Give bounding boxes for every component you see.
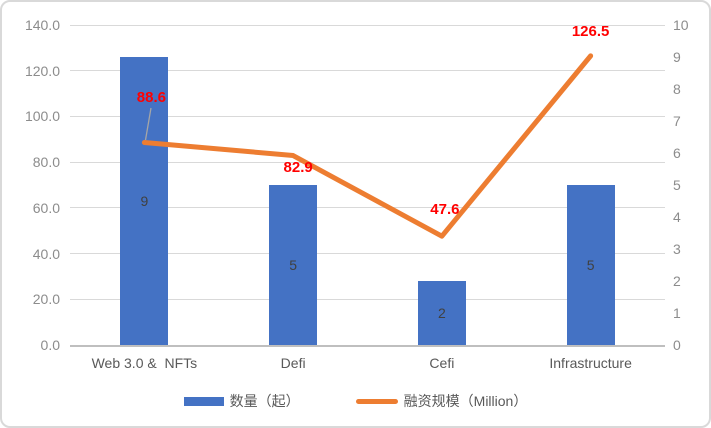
legend: 数量（起） 融资规模（Million）: [2, 389, 709, 413]
category-label: Cefi: [429, 355, 455, 371]
line-data-label: 47.6: [430, 201, 460, 219]
gridline: [70, 24, 665, 26]
bar-data-label: 2: [437, 305, 446, 321]
right-axis-tick-label: 6: [673, 145, 681, 161]
legend-item-funding: 融资规模（Million）: [355, 391, 528, 411]
gridline: [70, 253, 665, 255]
bar-data-label: 5: [586, 257, 595, 273]
right-axis-tick-label: 0: [673, 337, 681, 353]
line-data-label: 126.5: [571, 22, 610, 40]
right-axis-tick-label: 2: [673, 273, 681, 289]
left-axis-tick-label: 80.0: [32, 154, 60, 171]
left-axis-tick-label: 140.0: [24, 17, 60, 33]
line-data-label: 88.6: [136, 89, 166, 107]
left-axis-tick-label: 40.0: [32, 245, 60, 262]
right-axis-tick-label: 7: [673, 113, 681, 129]
right-axis-tick-label: 4: [673, 209, 681, 225]
legend-label-count: 数量（起）: [229, 393, 300, 409]
bar-data-label: 5: [289, 257, 298, 273]
right-axis-tick-label: 1: [673, 305, 681, 321]
left-axis-tick-label: 100.0: [24, 108, 60, 125]
bar-series-swatch: [183, 396, 224, 406]
bar-cefi: [417, 281, 466, 345]
left-axis-tick-label: 60.0: [32, 199, 60, 216]
right-axis-tick-label: 8: [673, 81, 681, 97]
gridline: [70, 298, 665, 300]
right-axis-tick-label: 10: [673, 17, 689, 33]
line-data-label: 82.9: [283, 158, 313, 176]
right-axis-tick-label: 5: [673, 177, 681, 193]
right-axis-tick-label: 9: [673, 49, 681, 65]
category-label: Infrastructure: [549, 355, 632, 371]
left-axis-tick-label: 120.0: [24, 62, 60, 79]
bar-data-label: 9: [140, 193, 149, 209]
line-series-swatch: [355, 398, 398, 404]
right-axis-tick-label: 3: [673, 241, 681, 257]
category-label: Web 3.0 & NFTs: [91, 355, 198, 371]
x-axis-line: [70, 344, 665, 347]
category-label: Defi: [280, 355, 306, 371]
left-axis-tick-label: 0.0: [40, 337, 60, 353]
left-axis-tick-label: 20.0: [32, 291, 60, 308]
legend-item-count: 数量（起）: [183, 391, 300, 411]
legend-label-funding: 融资规模（Million）: [403, 393, 528, 409]
